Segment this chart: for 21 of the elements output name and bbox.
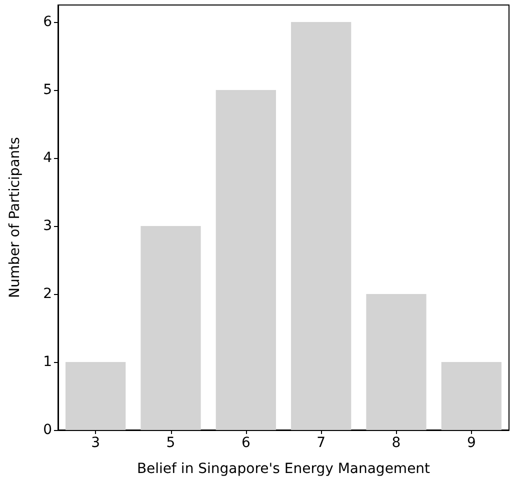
- bar: [66, 362, 126, 430]
- bar: [140, 226, 201, 430]
- x-tick-label: 6: [241, 435, 250, 451]
- y-tick-label: 0: [43, 422, 52, 438]
- x-tick-label: 7: [316, 435, 326, 451]
- x-tick-label: 3: [91, 435, 100, 451]
- bar: [216, 90, 276, 430]
- y-tick-label: 6: [43, 14, 52, 30]
- x-tick-label: 9: [466, 435, 476, 451]
- bar: [441, 362, 502, 430]
- y-tick-label: 5: [43, 82, 52, 98]
- x-axis-title: Belief in Singapore's Energy Management: [136, 461, 431, 477]
- bar: [291, 22, 352, 430]
- y-axis-title: Number of Participants: [7, 137, 23, 298]
- x-tick-label: 5: [166, 435, 176, 451]
- y-tick-label: 1: [43, 354, 52, 370]
- y-tick-label: 2: [43, 286, 52, 302]
- y-tick-label: 4: [43, 150, 52, 166]
- x-tick-label: 8: [392, 435, 401, 451]
- bar: [366, 294, 426, 430]
- y-tick-label: 3: [43, 218, 52, 234]
